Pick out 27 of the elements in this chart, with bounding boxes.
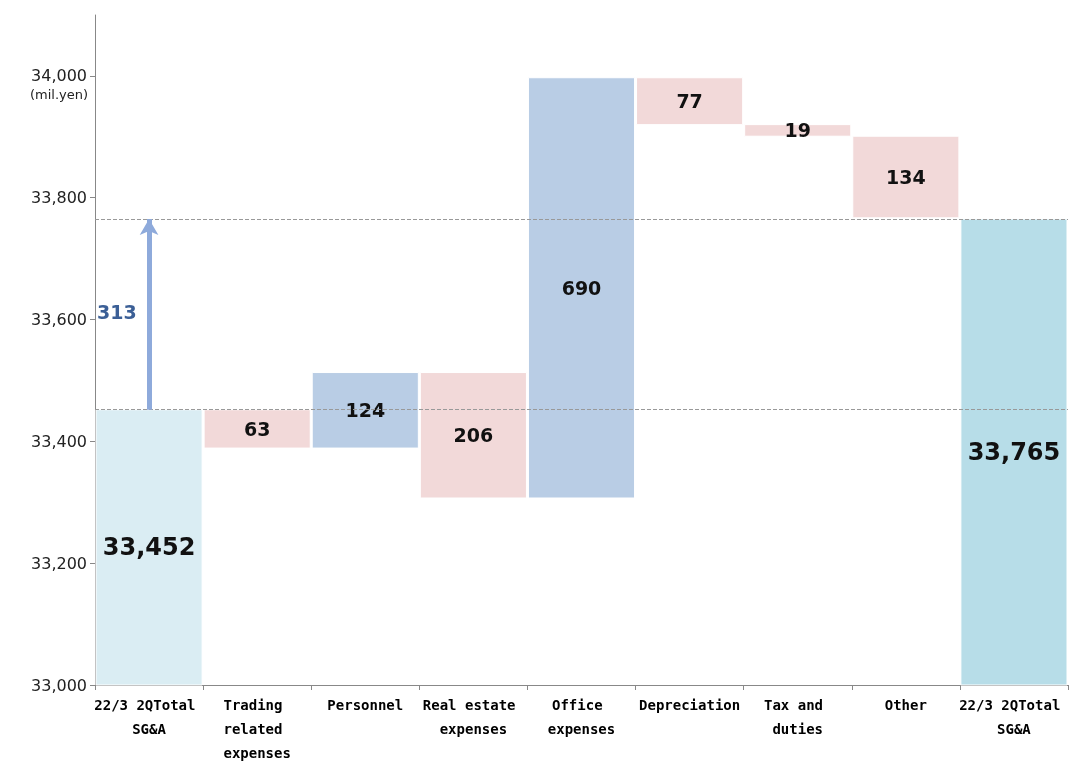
x-tick-label: Other — [884, 697, 927, 713]
bar — [960, 218, 1068, 686]
x-tick-label: Office expenses — [547, 697, 616, 737]
data-label: 124 — [345, 399, 386, 422]
data-label: 690 — [561, 276, 602, 299]
x-tick-label: Tax and duties — [764, 697, 832, 737]
x-tick-label: 22/3 2QTotal SG&A — [94, 697, 204, 737]
data-label: 33,765 — [967, 438, 1061, 467]
data-label: 134 — [886, 166, 926, 189]
data-label: 33,452 — [102, 533, 196, 562]
x-tick-label: Real estate expenses — [422, 697, 524, 737]
data-label: 19 — [784, 119, 811, 142]
x-tick-label: Trading related expenses — [223, 697, 291, 761]
y-tick-label: 34,000 — [31, 66, 87, 86]
x-tick-label: Personnel — [327, 697, 404, 713]
data-label: 77 — [676, 90, 703, 113]
y-tick-label: 33,800 — [31, 188, 87, 208]
x-tick-label: 22/3 2QTotal SG&A — [959, 697, 1069, 737]
y-tick-label: 33,000 — [31, 675, 87, 695]
y-axis-title: (mil.yen) — [30, 86, 89, 102]
data-label: 206 — [453, 424, 494, 447]
x-tick-label: Depreciation — [639, 697, 741, 713]
data-label: 63 — [243, 417, 271, 440]
y-tick-label: 33,400 — [31, 431, 87, 451]
y-tick-label: 33,600 — [31, 310, 87, 330]
y-tick-label: 33,200 — [31, 553, 87, 573]
annotation: 313 — [97, 300, 137, 323]
